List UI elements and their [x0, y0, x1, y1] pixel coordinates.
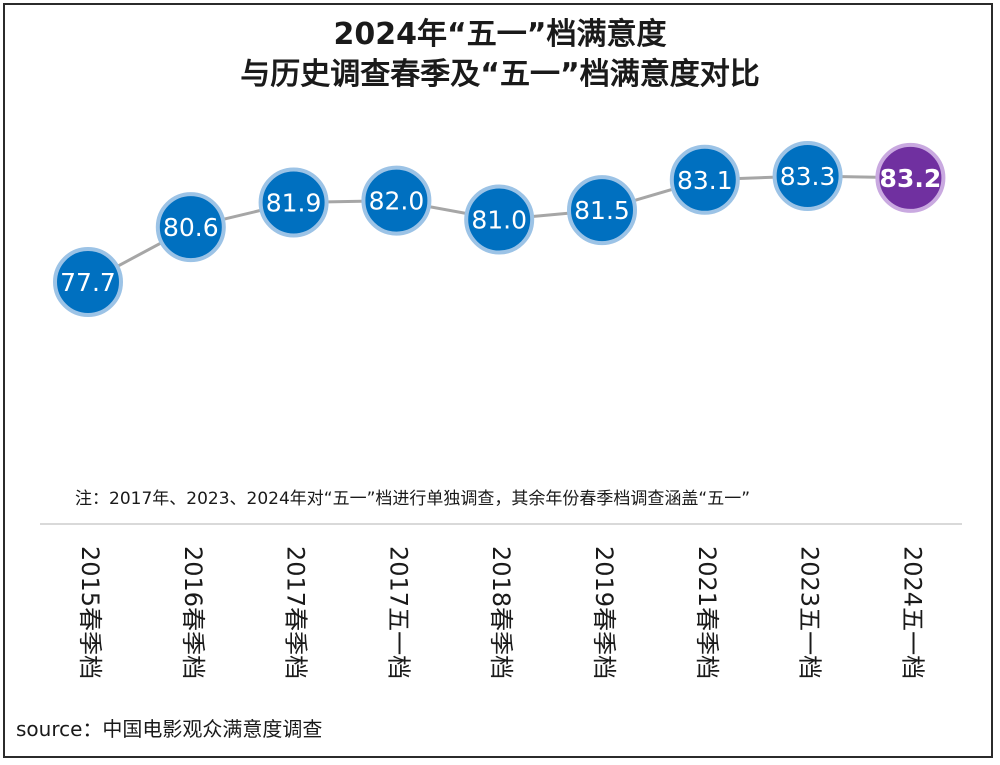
x-tick-label: 2019春季档 [590, 546, 618, 679]
data-label: 77.7 [60, 268, 116, 297]
data-label: 83.3 [780, 162, 836, 191]
data-point [53, 247, 123, 317]
x-tick-label: 2017春季档 [282, 546, 310, 679]
x-tick-label: 2016春季档 [179, 546, 207, 679]
data-label: 82.0 [369, 187, 425, 216]
source-caption: source：中国电影观众满意度调查 [16, 717, 323, 741]
data-label: 83.1 [677, 166, 733, 195]
data-point [875, 142, 946, 213]
x-tick-label: 2021春季档 [693, 546, 721, 679]
x-tick-label: 2023五一档 [796, 546, 824, 679]
x-tick-label: 2018春季档 [487, 546, 515, 679]
data-label: 83.2 [880, 164, 942, 193]
x-tick-label: 2024五一档 [898, 546, 926, 679]
chart-frame [3, 3, 993, 758]
data-label: 80.6 [163, 213, 219, 242]
x-tick-label: 2017五一档 [384, 546, 412, 679]
data-point [361, 165, 432, 236]
chart-title-line2: 与历史调查春季及“五一”档满意度对比 [240, 57, 760, 92]
data-point [155, 192, 226, 263]
data-point [258, 167, 329, 238]
data-point [669, 144, 740, 215]
chart-title-line1: 2024年“五一”档满意度 [333, 17, 667, 52]
data-label: 81.9 [266, 189, 322, 218]
data-point [772, 141, 843, 211]
axis-divider [40, 523, 962, 525]
x-tick-label: 2015春季档 [76, 546, 104, 679]
data-label: 81.0 [471, 206, 527, 235]
data-label: 81.5 [574, 196, 630, 225]
data-point [464, 184, 535, 255]
data-point [567, 175, 637, 246]
chart-note: 注：2017年、2023、2024年对“五一”档进行单独调查，其余年份春季档调查… [75, 489, 751, 509]
